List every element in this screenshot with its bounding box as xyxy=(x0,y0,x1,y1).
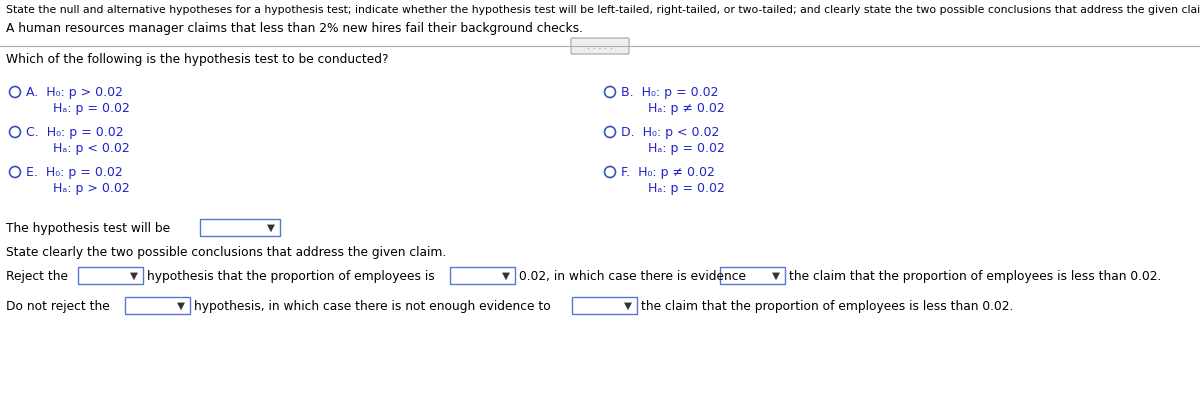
Text: D.  H₀: p < 0.02: D. H₀: p < 0.02 xyxy=(622,126,719,139)
Text: 0.02, in which case there is evidence: 0.02, in which case there is evidence xyxy=(520,270,746,283)
Text: ▼: ▼ xyxy=(624,301,632,310)
FancyBboxPatch shape xyxy=(571,38,629,54)
Text: . . . . .: . . . . . xyxy=(587,41,613,50)
Text: ▼: ▼ xyxy=(772,271,780,281)
FancyBboxPatch shape xyxy=(450,267,515,284)
Text: the claim that the proportion of employees is less than 0.02.: the claim that the proportion of employe… xyxy=(790,270,1162,283)
Text: hypothesis that the proportion of employees is: hypothesis that the proportion of employ… xyxy=(148,270,434,283)
Text: E.  H₀: p = 0.02: E. H₀: p = 0.02 xyxy=(26,166,122,179)
Text: ▼: ▼ xyxy=(130,271,138,281)
Text: B.  H₀: p = 0.02: B. H₀: p = 0.02 xyxy=(622,86,719,99)
FancyBboxPatch shape xyxy=(720,267,785,284)
Text: Hₐ: p = 0.02: Hₐ: p = 0.02 xyxy=(648,142,725,155)
Text: C.  H₀: p = 0.02: C. H₀: p = 0.02 xyxy=(26,126,124,139)
FancyBboxPatch shape xyxy=(572,297,637,314)
Text: Do not reject the: Do not reject the xyxy=(6,300,109,313)
Text: Hₐ: p > 0.02: Hₐ: p > 0.02 xyxy=(53,182,130,195)
Text: A human resources manager claims that less than 2% new hires fail their backgrou: A human resources manager claims that le… xyxy=(6,22,583,35)
Text: Which of the following is the hypothesis test to be conducted?: Which of the following is the hypothesis… xyxy=(6,53,389,66)
Text: ▼: ▼ xyxy=(502,271,510,281)
Text: the claim that the proportion of employees is less than 0.02.: the claim that the proportion of employe… xyxy=(641,300,1013,313)
Text: ▼: ▼ xyxy=(266,223,275,232)
Text: State clearly the two possible conclusions that address the given claim.: State clearly the two possible conclusio… xyxy=(6,246,446,259)
Text: Hₐ: p = 0.02: Hₐ: p = 0.02 xyxy=(53,102,130,115)
Text: ▼: ▼ xyxy=(178,301,185,310)
Text: A.  H₀: p > 0.02: A. H₀: p > 0.02 xyxy=(26,86,124,99)
FancyBboxPatch shape xyxy=(200,219,280,236)
Text: hypothesis, in which case there is not enough evidence to: hypothesis, in which case there is not e… xyxy=(194,300,551,313)
Text: Hₐ: p ≠ 0.02: Hₐ: p ≠ 0.02 xyxy=(648,102,725,115)
FancyBboxPatch shape xyxy=(125,297,190,314)
Text: The hypothesis test will be: The hypothesis test will be xyxy=(6,222,170,235)
FancyBboxPatch shape xyxy=(78,267,143,284)
Text: F.  H₀: p ≠ 0.02: F. H₀: p ≠ 0.02 xyxy=(622,166,715,179)
Text: Hₐ: p < 0.02: Hₐ: p < 0.02 xyxy=(53,142,130,155)
Text: Hₐ: p = 0.02: Hₐ: p = 0.02 xyxy=(648,182,725,195)
Text: State the null and alternative hypotheses for a hypothesis test; indicate whethe: State the null and alternative hypothese… xyxy=(6,5,1200,15)
Text: Reject the: Reject the xyxy=(6,270,68,283)
